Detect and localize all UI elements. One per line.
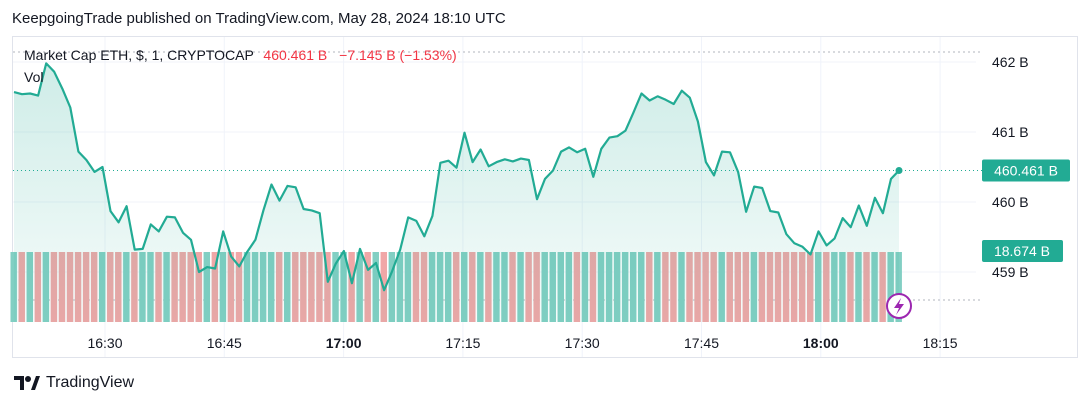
volume-badge xyxy=(982,240,1063,262)
publish-line: KeepgoingTrade published on TradingView.… xyxy=(12,10,506,27)
brand-footer[interactable]: TradingView xyxy=(14,374,134,392)
last-price-badge xyxy=(982,159,1070,182)
price-labels: 460.461 B 18.674 B xyxy=(982,159,1070,262)
x-tick-label: 17:30 xyxy=(565,335,600,351)
legend-value: 460.461 B xyxy=(263,47,328,63)
x-tick-label: 17:15 xyxy=(445,335,480,351)
x-tick-label: 17:45 xyxy=(684,335,719,351)
x-axis: 16:30 16:45 17:00 17:15 17:30 17:45 18:00 18:15 xyxy=(87,335,957,351)
y-tick-label: 460 B xyxy=(992,194,1029,210)
volume-legend: Vol xyxy=(24,69,44,85)
y-tick-label: 462 B xyxy=(992,54,1029,70)
y-tick-label: 461 B xyxy=(992,124,1029,140)
price-area-fill xyxy=(14,63,899,323)
price-line xyxy=(13,62,900,292)
legend-symbol: Market Cap ETH, $, 1, CRYPTOCAP xyxy=(24,47,254,63)
y-tick-label: 459 B xyxy=(992,264,1029,280)
y-axis: 462 B 461 B 460 B 459 B xyxy=(992,54,1029,280)
x-tick-label: 17:00 xyxy=(326,335,362,351)
volume-value-label: 18.674 B xyxy=(994,243,1050,259)
x-tick-label: 18:15 xyxy=(923,335,958,351)
x-tick-label: 18:00 xyxy=(803,335,839,351)
x-tick-label: 16:30 xyxy=(87,335,122,351)
lightning-icon[interactable] xyxy=(886,293,912,319)
last-price-label: 460.461 B xyxy=(994,163,1058,179)
price-area xyxy=(13,62,982,323)
volume-bar xyxy=(10,252,17,322)
x-tick-label: 16:45 xyxy=(207,335,242,351)
last-price-dot xyxy=(895,167,903,174)
tradingview-logo-icon xyxy=(14,376,40,390)
chart-legend: Market Cap ETH, $, 1, CRYPTOCAP 460.461 … xyxy=(24,47,457,63)
legend-change: −7.145 B (−1.53%) xyxy=(339,47,457,63)
brand-name: TradingView xyxy=(46,374,135,391)
chart-frame xyxy=(12,36,1078,358)
